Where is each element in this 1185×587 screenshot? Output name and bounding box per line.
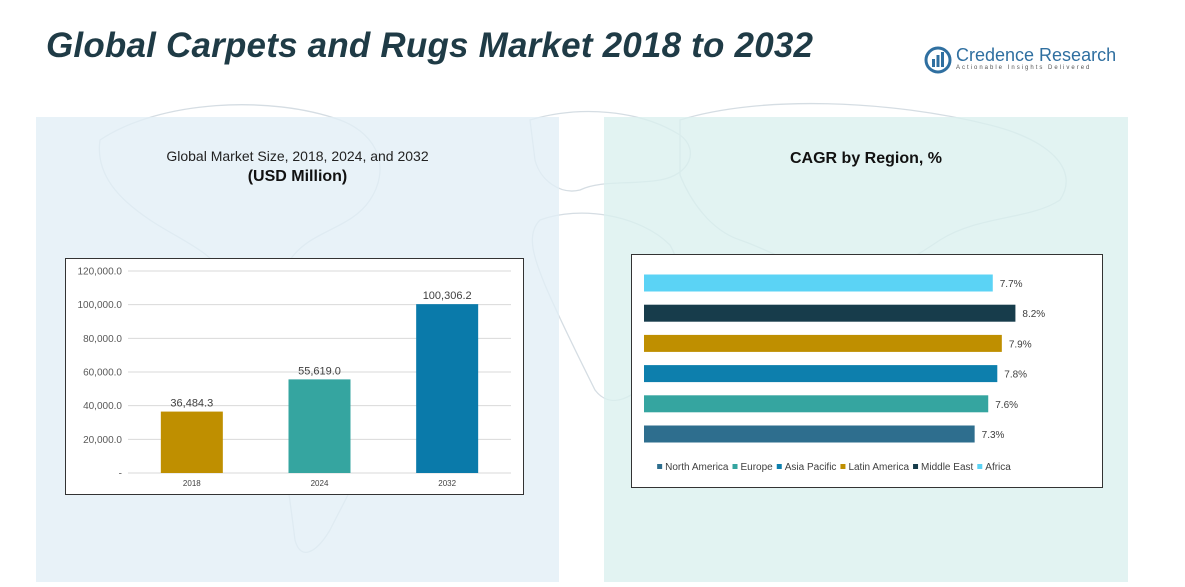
y-tick-label: 120,000.0 bbox=[78, 267, 123, 278]
bar-value-label: 7.6% bbox=[995, 400, 1018, 411]
cagr-chart: 7.7% 8.2% 7.9% 7.8% 7.6% 7.3% North America Eur… bbox=[631, 254, 1103, 488]
y-tick-label: 80,000.0 bbox=[83, 334, 122, 345]
bar-2032 bbox=[416, 304, 479, 473]
brand-logo: Credence Research Actionable Insights De… bbox=[922, 44, 1116, 76]
bar-north-america bbox=[644, 425, 975, 443]
bar-asia-pacific bbox=[644, 365, 998, 383]
legend-item-label: Asia Pacific bbox=[785, 462, 837, 473]
y-tick-label: 40,000.0 bbox=[83, 401, 122, 412]
logo-name: Credence Research bbox=[956, 45, 1117, 65]
bar-value-label: 7.8% bbox=[1004, 370, 1027, 381]
bar-value-label: 55,619.0 bbox=[298, 365, 341, 377]
x-tick-label: 2024 bbox=[311, 479, 329, 488]
y-tick-label: 100,000.0 bbox=[78, 300, 123, 311]
cagr-chart-svg: 7.7% 8.2% 7.9% 7.8% 7.6% 7.3% North America Eur… bbox=[644, 274, 1045, 473]
legend-item-label: Middle East bbox=[921, 462, 973, 473]
legend-swatch bbox=[776, 464, 782, 469]
legend-item-label: Europe bbox=[741, 462, 774, 473]
legend-item-label: North America bbox=[665, 462, 729, 473]
page-title: Global Carpets and Rugs Market 2018 to 2… bbox=[46, 26, 814, 65]
cagr-subtitle: CAGR by Region, % bbox=[789, 150, 942, 167]
market-size-subtitle: Global Market Size, 2018, 2024, and 2032 bbox=[166, 148, 429, 164]
logo-tagline: Actionable Insights Delivered bbox=[956, 65, 1092, 71]
bar-europe bbox=[644, 395, 989, 413]
bar-value-label: 100,306.2 bbox=[423, 290, 472, 302]
legend-swatch bbox=[913, 464, 919, 469]
legend-swatch bbox=[977, 464, 983, 469]
legend-item-label: Africa bbox=[985, 462, 1011, 473]
bar-value-label: 7.3% bbox=[982, 430, 1005, 441]
market-size-chart-svg: - 20,000.0 40,000.0 60,000.0 80,000.0 100,000… bbox=[78, 267, 511, 488]
bar-latin-america bbox=[644, 334, 1002, 352]
credence-logo-icon bbox=[924, 46, 952, 74]
market-size-chart: - 20,000.0 40,000.0 60,000.0 80,000.0 100,000… bbox=[65, 258, 524, 495]
legend-item-label: Latin America bbox=[848, 462, 909, 473]
bar-2024 bbox=[288, 379, 351, 473]
bar-africa bbox=[644, 274, 993, 292]
x-tick-label: 2018 bbox=[183, 479, 201, 488]
market-size-unit: (USD Million) bbox=[247, 168, 348, 185]
bar-value-label: 7.7% bbox=[1000, 279, 1023, 290]
y-tick-label: 60,000.0 bbox=[83, 368, 122, 379]
y-tick-label: - bbox=[119, 469, 122, 480]
bar-middle-east bbox=[644, 304, 1016, 322]
bar-2018 bbox=[160, 411, 223, 473]
legend-swatch bbox=[657, 464, 663, 469]
y-tick-label: 20,000.0 bbox=[83, 435, 122, 446]
bar-value-label: 7.9% bbox=[1009, 339, 1032, 350]
bar-value-label: 8.2% bbox=[1022, 309, 1045, 320]
x-tick-label: 2032 bbox=[438, 479, 456, 488]
legend-swatch bbox=[840, 464, 846, 469]
legend-swatch bbox=[732, 464, 738, 469]
bar-value-label: 36,484.3 bbox=[170, 398, 213, 410]
